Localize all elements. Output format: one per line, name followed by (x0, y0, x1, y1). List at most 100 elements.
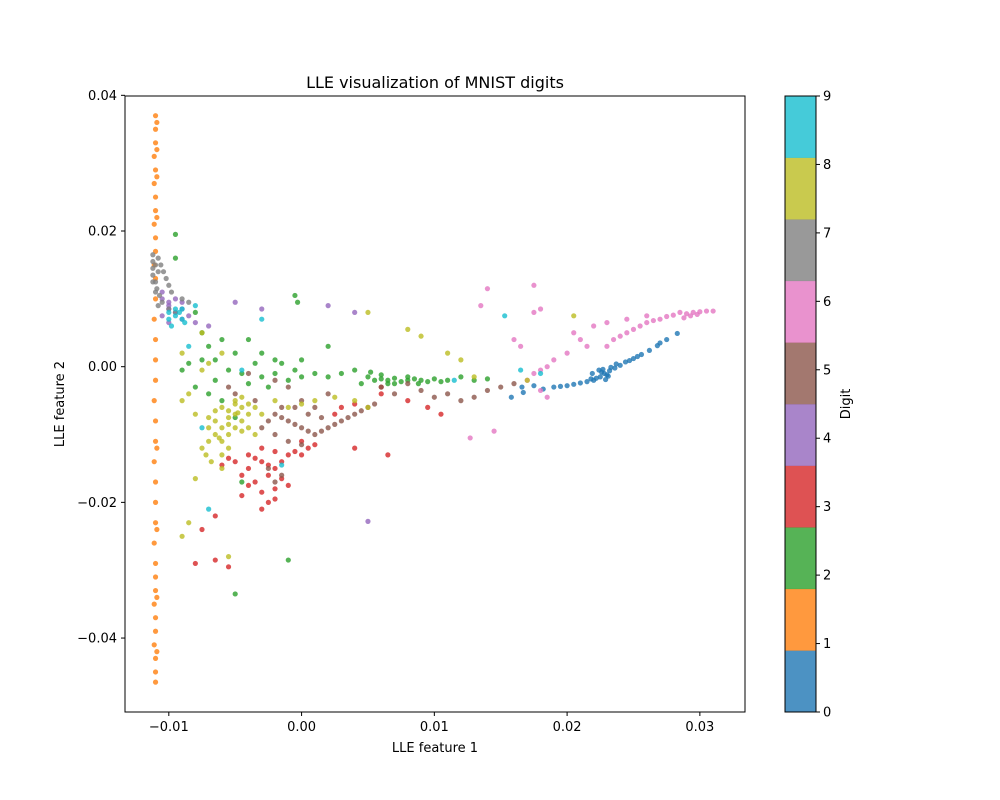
data-point (245, 336, 252, 343)
data-point (151, 153, 157, 159)
data-point (312, 398, 318, 404)
data-point (192, 309, 198, 316)
y-axis-ticks: −0.04 −0.02 0.00 0.02 0.04 (77, 89, 125, 647)
data-point (604, 343, 610, 349)
data-point (670, 312, 676, 318)
data-point (259, 374, 265, 380)
data-point (292, 367, 298, 373)
data-point (259, 411, 265, 417)
data-point (445, 350, 451, 356)
data-point (338, 418, 344, 424)
data-point (458, 357, 464, 363)
data-point (206, 438, 212, 444)
data-point (155, 303, 161, 309)
data-point (225, 431, 232, 438)
data-point (537, 387, 544, 394)
x-axis-ticks: −0.01 0.00 0.01 0.02 0.03 (149, 712, 714, 735)
data-point (617, 362, 623, 368)
data-point (605, 373, 611, 379)
data-point (681, 315, 687, 321)
data-point (166, 309, 172, 316)
data-point (219, 336, 225, 343)
data-point (232, 299, 238, 305)
data-point (338, 370, 344, 377)
data-point (154, 594, 160, 600)
colorbar-segment-4 (785, 404, 816, 466)
chart-title: LLE visualization of MNIST digits (306, 73, 564, 92)
data-point (225, 408, 232, 414)
data-point (531, 282, 537, 288)
data-point (154, 649, 160, 655)
data-point (279, 462, 285, 468)
data-point (245, 381, 252, 387)
data-point (186, 299, 192, 305)
x-tick-label: −0.01 (149, 720, 189, 735)
data-point (657, 316, 663, 322)
data-point (279, 360, 285, 366)
data-point (259, 489, 265, 495)
data-point (451, 377, 457, 383)
data-point (192, 476, 198, 482)
data-point (199, 367, 205, 373)
data-point (405, 326, 411, 332)
colorbar-segment-0 (785, 650, 816, 713)
data-point (467, 435, 473, 441)
data-point (239, 394, 245, 400)
data-point (159, 313, 165, 319)
data-point (219, 350, 225, 356)
data-point (531, 370, 537, 377)
data-point (524, 377, 530, 383)
data-point (212, 418, 218, 424)
data-point (155, 255, 161, 261)
data-point (630, 326, 637, 332)
data-point (239, 367, 245, 373)
data-point (624, 330, 630, 336)
data-point (151, 601, 157, 607)
y-tick-label: −0.04 (77, 632, 117, 647)
data-point (239, 492, 245, 499)
data-point (272, 411, 278, 417)
data-point (511, 381, 517, 387)
data-point (225, 384, 232, 390)
data-point (405, 398, 411, 404)
data-point (272, 448, 278, 455)
data-point (391, 375, 398, 381)
data-point (239, 428, 245, 434)
data-point (252, 455, 258, 461)
data-point (352, 367, 358, 373)
data-point (405, 381, 411, 387)
data-point (186, 360, 192, 366)
data-point (358, 381, 364, 387)
data-point (471, 394, 477, 400)
data-point (272, 357, 278, 363)
data-point (292, 448, 298, 455)
data-point (571, 381, 577, 387)
data-point (588, 376, 594, 382)
data-point (151, 398, 157, 404)
data-point (285, 384, 291, 390)
data-point (425, 404, 431, 410)
data-point (168, 323, 175, 329)
data-point (332, 411, 338, 417)
data-point (199, 526, 205, 533)
data-point (259, 445, 265, 451)
data-point (345, 414, 351, 421)
data-point (206, 343, 212, 349)
colorbar-tick-label: 5 (823, 363, 831, 378)
data-point (252, 431, 258, 438)
data-point (664, 313, 670, 320)
data-point (259, 306, 265, 312)
data-point (298, 452, 305, 458)
data-point (259, 459, 265, 465)
data-point (272, 377, 278, 383)
data-point (438, 379, 444, 385)
data-point (285, 404, 291, 410)
data-point (484, 286, 491, 292)
data-point (155, 269, 161, 275)
colorbar-tick-label: 8 (823, 158, 831, 173)
data-point (358, 408, 364, 414)
data-point (152, 418, 159, 424)
colorbar-tick-label: 7 (823, 226, 831, 241)
data-point (272, 465, 278, 472)
